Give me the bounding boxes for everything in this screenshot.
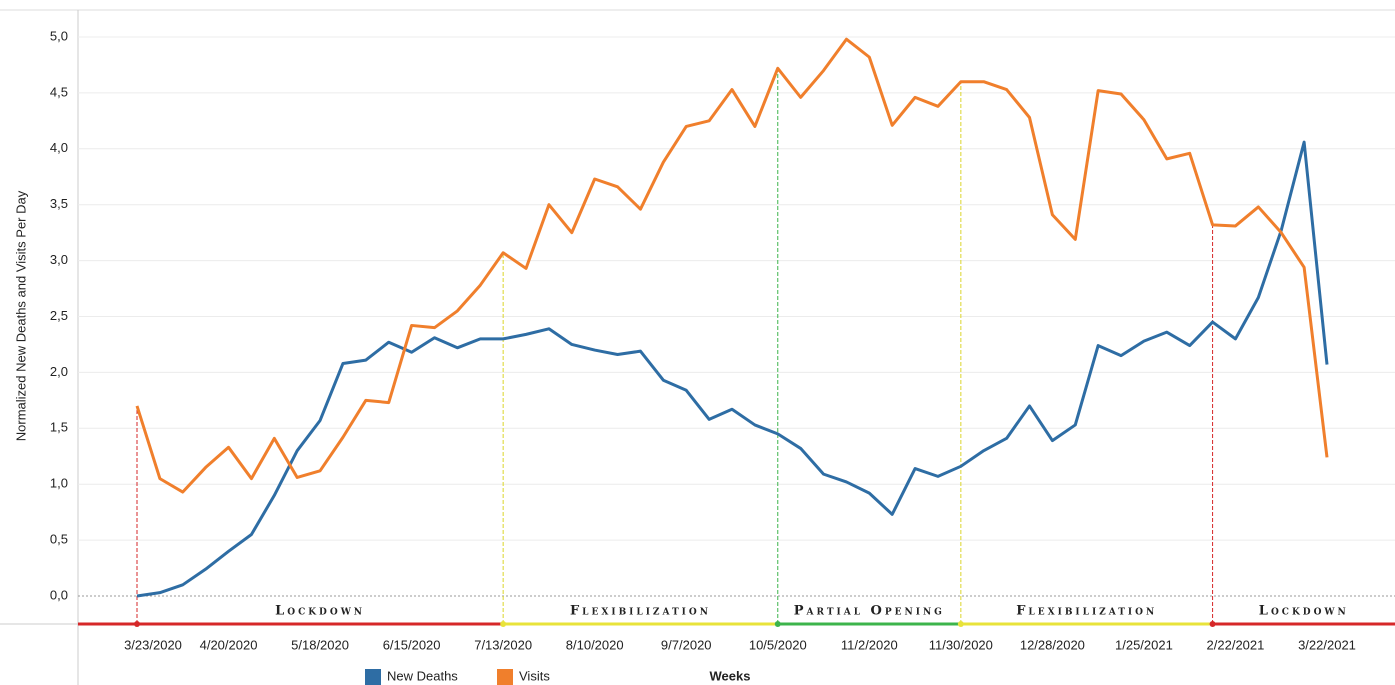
- phase-label: Partial Opening: [794, 604, 945, 619]
- phase-dot: [1209, 621, 1216, 627]
- x-tick-label: 11/2/2020: [841, 637, 898, 652]
- y-tick-label: 3,0: [50, 252, 68, 267]
- y-tick-label: 0,5: [50, 532, 68, 547]
- legend-label: Visits: [519, 668, 550, 683]
- series-line: [136, 140, 1329, 598]
- x-tick-label: 2/22/2021: [1207, 637, 1265, 652]
- legend-label: New Deaths: [387, 668, 458, 683]
- x-tick-label: 11/30/2020: [929, 637, 993, 652]
- y-tick-label: 4,5: [50, 84, 68, 99]
- x-axis-label: Weeks: [710, 668, 751, 683]
- series-line: [135, 37, 1329, 494]
- phase-dot: [774, 621, 781, 627]
- y-axis-label: Normalized New Deaths and Visits Per Day: [13, 190, 28, 441]
- x-tick-label: 3/22/2021: [1298, 637, 1356, 652]
- x-tick-label: 5/18/2020: [291, 637, 349, 652]
- phase-label: Flexibilization: [570, 604, 711, 619]
- y-tick-label: 2,0: [50, 364, 68, 379]
- phase-label: Flexibilization: [1016, 604, 1157, 619]
- phase-dot: [957, 621, 964, 627]
- x-tick-label: 9/7/2020: [661, 637, 712, 652]
- phase-dot: [134, 621, 140, 627]
- x-tick-label: 7/13/2020: [474, 637, 532, 652]
- phase-label: Lockdown: [275, 604, 365, 619]
- y-tick-label: 5,0: [50, 28, 68, 43]
- y-tick-label: 3,5: [50, 196, 68, 211]
- legend-swatch: [497, 669, 513, 685]
- y-tick-label: 1,0: [50, 476, 68, 491]
- x-tick-label: 8/10/2020: [566, 637, 624, 652]
- x-tick-label: 12/28/2020: [1020, 637, 1085, 652]
- phase-label: Lockdown: [1259, 604, 1349, 619]
- y-tick-label: 4,0: [50, 140, 68, 155]
- x-tick-label: 10/5/2020: [749, 637, 807, 652]
- x-tick-label: 1/25/2021: [1115, 637, 1173, 652]
- x-tick-label: 6/15/2020: [383, 637, 441, 652]
- y-tick-label: 2,5: [50, 308, 68, 323]
- x-tick-label: 4/20/2020: [200, 637, 258, 652]
- y-tick-label: 0,0: [50, 587, 68, 602]
- phase-dot: [500, 621, 507, 627]
- x-tick-label: 3/23/2020: [124, 637, 182, 652]
- y-tick-label: 1,5: [50, 420, 68, 435]
- legend-swatch: [365, 669, 381, 685]
